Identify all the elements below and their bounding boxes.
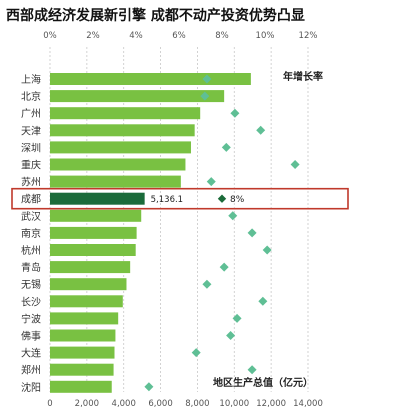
growth-marker	[258, 296, 268, 306]
growth-marker	[217, 194, 227, 203]
growth-marker	[247, 365, 257, 375]
bar	[50, 226, 137, 239]
bar	[50, 295, 123, 308]
bottom-axis-tick-label: 10,000	[219, 399, 249, 409]
bottom-axis-tick-label: 4,000	[112, 399, 136, 409]
category-label: 大连	[21, 347, 41, 360]
growth-marker	[206, 177, 216, 187]
category-label: 郑州	[21, 364, 41, 377]
top-axis-tick-label: 12%	[299, 31, 318, 41]
bottom-axis-tick-label: 2,000	[75, 399, 99, 409]
bar	[50, 141, 191, 154]
bar	[50, 363, 114, 376]
growth-marker	[144, 382, 154, 392]
category-label: 天津	[21, 125, 41, 137]
bar	[50, 346, 115, 359]
category-label: 成都	[21, 194, 41, 206]
top-axis-tick-label: 6%	[172, 31, 186, 41]
top-axis-tick-label: 2%	[86, 31, 100, 41]
category-label: 宁波	[21, 312, 41, 325]
category-label: 北京	[21, 90, 41, 103]
growth-marker	[232, 313, 242, 323]
bar	[50, 73, 251, 85]
bar	[50, 312, 119, 325]
category-label: 杭州	[21, 244, 41, 257]
growth-marker	[262, 245, 272, 255]
bar	[50, 175, 181, 188]
category-label: 佛事	[21, 330, 41, 343]
category-label: 长沙	[21, 296, 41, 308]
chart-title: 西部成经济发展新引擎 成都不动产投资优势凸显	[6, 8, 305, 24]
growth-marker	[200, 91, 210, 101]
category-label: 上海	[21, 73, 41, 86]
bar	[50, 124, 195, 137]
bottom-axis-tick-label: 0	[47, 399, 52, 409]
bar	[50, 329, 116, 342]
growth-marker	[226, 331, 236, 340]
highlight-box	[11, 187, 349, 210]
category-label: 南京	[21, 227, 41, 240]
bar	[50, 244, 136, 256]
highlight-value-label: 5,136.1	[151, 195, 183, 205]
growth-marker	[191, 348, 201, 358]
growth-marker	[228, 211, 238, 221]
growth-marker	[256, 125, 266, 135]
bar	[50, 192, 145, 205]
top-axis-tick-label: 4%	[129, 31, 143, 41]
growth-marker	[221, 142, 231, 152]
growth-marker	[219, 262, 229, 272]
bar	[50, 158, 186, 171]
category-label: 武汉	[21, 210, 41, 223]
top-axis-tick-label: 10%	[256, 31, 275, 41]
category-label: 沈阳	[21, 381, 41, 394]
x-axis-label: 地区生产总值（亿元）	[213, 376, 313, 389]
bar	[50, 278, 127, 291]
growth-series-label: 年增长率	[283, 70, 323, 83]
bottom-axis-tick-label: 12,000	[256, 399, 286, 409]
category-label: 苏州	[21, 176, 41, 189]
category-label: 广州	[21, 108, 41, 120]
category-label: 青岛	[21, 261, 41, 274]
highlight-growth-label: 8%	[230, 195, 245, 205]
growth-marker	[247, 228, 257, 238]
bottom-axis-tick-label: 6,000	[148, 399, 172, 409]
bottom-axis-tick-label: 8,000	[185, 399, 209, 409]
category-label: 重庆	[21, 159, 41, 172]
top-axis-tick-label: 0%	[43, 31, 57, 41]
growth-marker	[202, 74, 212, 84]
growth-marker	[230, 108, 240, 118]
bar	[50, 90, 225, 103]
category-label: 无锡	[21, 278, 41, 291]
bar	[50, 209, 142, 222]
bar	[50, 380, 112, 393]
top-axis-tick-label: 8%	[215, 31, 229, 41]
bar	[50, 261, 131, 274]
growth-marker	[290, 160, 300, 169]
category-label: 深圳	[21, 142, 41, 154]
growth-marker	[202, 279, 212, 289]
bottom-axis-tick-label: 14,000	[293, 399, 323, 409]
bar	[50, 107, 201, 120]
